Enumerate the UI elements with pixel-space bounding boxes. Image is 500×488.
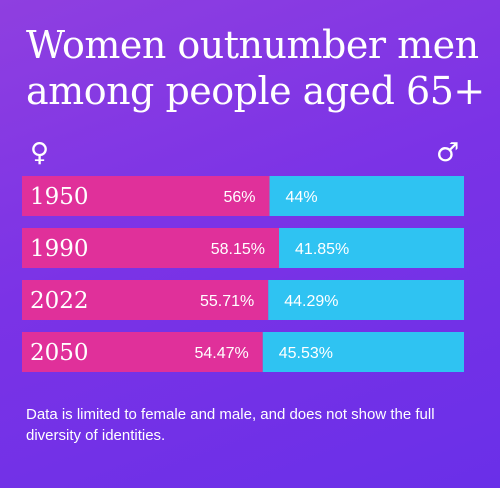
female-value-label-1990: 58.15% <box>211 241 265 258</box>
male-value-label-2050: 45.53% <box>279 345 333 362</box>
male-bar-1990 <box>279 228 464 268</box>
female-bar-2050 <box>22 332 263 372</box>
female-symbol-icon: ♀ <box>30 138 50 168</box>
year-label-1990: 1990 <box>30 236 89 262</box>
female-value-label-2022: 55.71% <box>200 293 254 310</box>
male-bar-1950 <box>269 176 464 216</box>
female-value-label-1950: 56% <box>223 189 255 206</box>
male-value-label-1990: 41.85% <box>295 241 349 258</box>
year-label-1950: 1950 <box>30 184 89 210</box>
male-value-label-2022: 44.29% <box>284 293 338 310</box>
female-bar-1950 <box>22 176 270 216</box>
year-label-2050: 2050 <box>30 340 89 366</box>
year-label-2022: 2022 <box>30 288 89 314</box>
female-bar-2022 <box>22 280 269 320</box>
male-value-label-1950: 44% <box>286 189 318 206</box>
male-bar-2050 <box>262 332 464 372</box>
female-bar-1990 <box>22 228 280 268</box>
male-bar-2022 <box>268 280 464 320</box>
male-symbol-icon: ♂ <box>436 138 460 168</box>
footnote: Data is limited to female and male, and … <box>26 406 435 444</box>
female-value-label-2050: 54.47% <box>194 345 248 362</box>
chart-title: Women outnumber men among people aged 65… <box>26 22 486 114</box>
chart-title-line-1: Women outnumber men <box>26 23 479 67</box>
chart-title-line-2: among people aged 65+ <box>26 69 485 113</box>
